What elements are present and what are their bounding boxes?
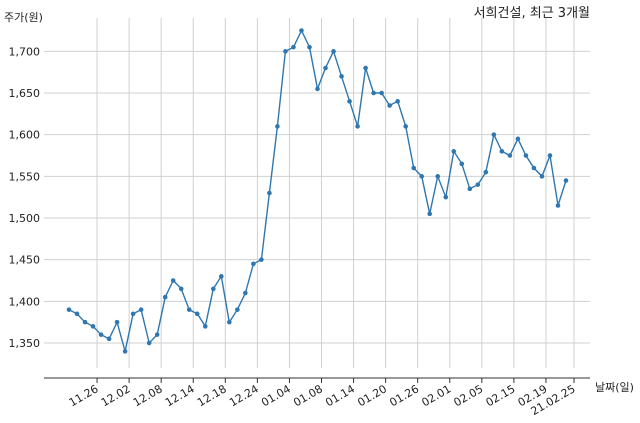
data-point (339, 74, 344, 79)
x-tick-label: 02.05 (452, 382, 486, 409)
data-point (459, 161, 465, 167)
data-point (515, 136, 521, 142)
data-point (138, 307, 144, 312)
data-point (283, 49, 288, 54)
x-tick-label: 01.14 (323, 382, 357, 409)
data-point (347, 99, 352, 104)
data-point (355, 124, 360, 129)
data-point (411, 165, 416, 171)
data-point (419, 174, 425, 179)
data-point (243, 290, 248, 296)
data-point (307, 44, 312, 50)
data-point (291, 44, 296, 50)
data-point (162, 294, 168, 300)
data-point (395, 99, 400, 104)
data-point (82, 319, 88, 325)
data-point (202, 324, 208, 329)
chart-title: 서희건설, 최근 3개월 (474, 6, 590, 21)
data-point (130, 311, 136, 317)
y-tick-label: 1,550 (9, 170, 41, 183)
data-point (499, 149, 505, 154)
x-tick-label: 01.20 (355, 382, 389, 409)
data-point (267, 190, 272, 196)
y-axis-label: 주가(원) (4, 11, 43, 24)
data-point (435, 174, 441, 179)
x-tick-label: 12.18 (195, 382, 229, 409)
data-point (403, 124, 408, 129)
data-point (259, 257, 264, 262)
data-point (323, 65, 328, 71)
data-point (451, 149, 457, 154)
data-point (194, 311, 200, 317)
x-axis-label: 날짜(일) (595, 380, 634, 394)
data-point (66, 307, 72, 312)
x-tick-label: 01.26 (387, 382, 421, 409)
x-tick-label: 11.26 (67, 382, 101, 409)
data-point (387, 103, 392, 108)
axes: 1,350 1,400 1,450 1,500 1,550 1,600 1,650 1,700… (9, 45, 590, 418)
data-point (379, 90, 384, 96)
data-point (122, 349, 128, 354)
data-point (114, 319, 120, 325)
grid (44, 18, 590, 368)
data-point (219, 274, 224, 279)
y-tick-label: 1,400 (9, 295, 41, 308)
data-point (74, 311, 80, 317)
data-point (106, 336, 112, 342)
data-point (491, 132, 497, 137)
data-point (227, 319, 232, 325)
data-point (210, 286, 216, 292)
x-tick-label: 02.01 (419, 382, 453, 409)
data-point (547, 153, 553, 158)
y-tick-label: 1,600 (9, 129, 41, 142)
data-point (178, 286, 184, 292)
data-point (483, 169, 489, 175)
data-point (98, 332, 104, 337)
x-tick-label: 01.08 (291, 382, 325, 409)
data-point (531, 165, 537, 171)
x-tick-label: 12.24 (227, 382, 261, 409)
data-point (299, 28, 304, 33)
x-tick-label: 01.04 (259, 382, 293, 409)
data-point (331, 49, 336, 54)
data-point (371, 90, 376, 96)
data-point (363, 65, 368, 71)
data-point (555, 203, 561, 208)
series-line (68, 28, 567, 352)
y-tick-label: 1,650 (9, 87, 41, 100)
x-tick-label: 12.02 (99, 382, 133, 409)
data-point (235, 307, 240, 312)
x-tick-label: 02.15 (484, 382, 518, 409)
data-point (475, 182, 481, 187)
data-point (186, 307, 192, 312)
data-point (427, 211, 433, 217)
data-point (467, 186, 473, 192)
y-tick-label: 1,350 (9, 337, 41, 350)
data-point (90, 324, 96, 329)
x-tick-label: 12.08 (131, 382, 165, 409)
data-point (251, 261, 256, 267)
data-point (146, 340, 152, 346)
data-point (443, 194, 449, 200)
x-tick-label: 12.14 (163, 382, 197, 409)
y-tick-label: 1,700 (9, 45, 41, 58)
data-point (315, 86, 320, 92)
data-point (170, 278, 176, 283)
data-point (154, 332, 160, 337)
series-layer (66, 28, 569, 354)
data-point (507, 153, 513, 158)
data-point (539, 174, 545, 179)
data-point (275, 124, 280, 129)
y-tick-label: 1,450 (9, 254, 41, 267)
y-tick-label: 1,500 (9, 212, 41, 225)
data-point (563, 178, 569, 183)
data-point (523, 153, 529, 158)
